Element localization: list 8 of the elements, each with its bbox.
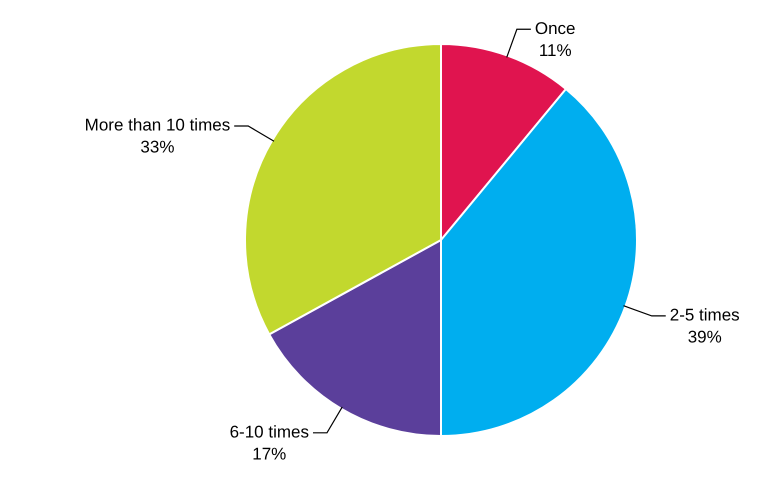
slice-label: More than 10 times — [84, 116, 230, 135]
data-label: 11% — [538, 40, 572, 60]
data-label: 17% — [252, 444, 286, 464]
slice-label: Once — [534, 18, 576, 38]
data-label: 33% — [140, 138, 174, 157]
slice-label: 6-10 times — [230, 422, 309, 442]
slice-label: 2-5 times — [670, 306, 740, 325]
data-label: 39% — [688, 328, 722, 347]
